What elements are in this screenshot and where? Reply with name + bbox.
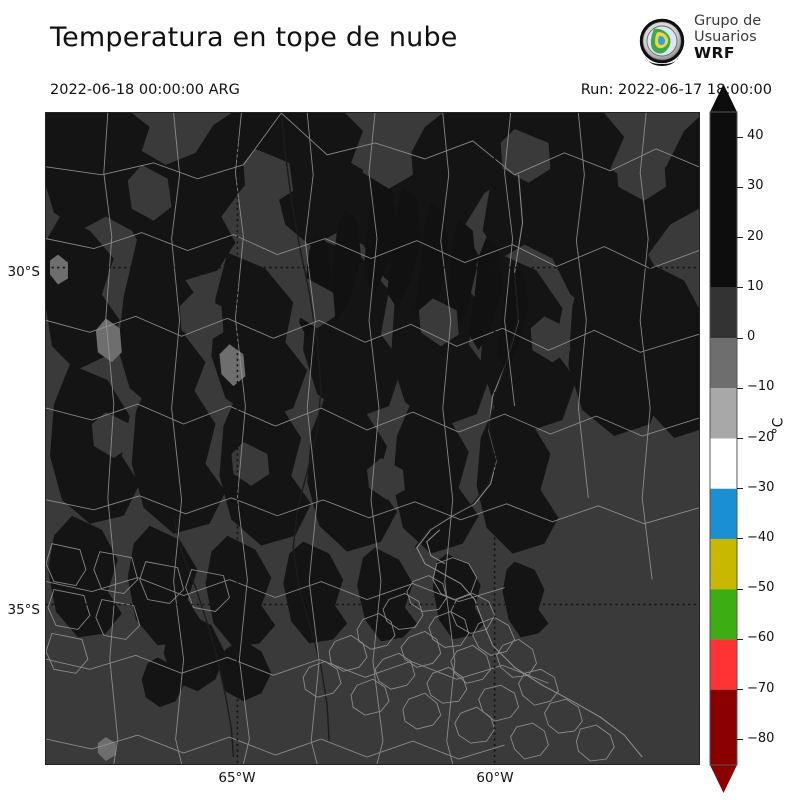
field-band-0-10-gaps xyxy=(91,128,667,500)
colorbar-tickmark-6 xyxy=(737,438,743,439)
lat-tick-label-30s: 30°S xyxy=(7,264,41,280)
colorbar-tickmark-10 xyxy=(737,638,743,640)
colorbar-tick-label-10: −60 xyxy=(747,630,775,646)
colorbar-tickmark-3 xyxy=(737,287,743,289)
brand-line-2: Usuarios xyxy=(694,28,757,45)
colorbar-tick-label-5: −10 xyxy=(747,379,775,395)
colorbar-band-7 xyxy=(710,589,737,640)
brand-line-1: Grupo de xyxy=(694,13,762,29)
colorbar-band-3 xyxy=(710,388,737,439)
field-band-m10-0 xyxy=(49,254,246,762)
colorbar xyxy=(709,84,738,793)
colorbar-tickmark-5 xyxy=(737,387,743,389)
colorbar-tickmark-11 xyxy=(737,689,743,691)
colorbar-band-1 xyxy=(710,287,737,339)
colorbar-tickmark-0 xyxy=(737,136,743,138)
admin-borders-layer xyxy=(46,113,699,764)
colorbar-tick-label-2: 20 xyxy=(747,228,764,244)
colorbar-tick-label-4: 0 xyxy=(747,329,756,345)
colorbar-unit-label: °C xyxy=(770,417,787,435)
colorbar-band-2 xyxy=(710,338,737,389)
lat-tick-label-35s: 35°S xyxy=(7,602,41,618)
model-run-label: Run: 2022-06-17 18:00:00 xyxy=(580,82,772,98)
colorbar-band-6 xyxy=(710,538,737,590)
map-field-svg xyxy=(46,113,699,764)
brand-logo-text: Grupo de Usuarios WRF xyxy=(694,13,762,63)
graticule-layer xyxy=(46,113,699,764)
colorbar-tickmark-7 xyxy=(737,488,743,490)
brand-logo: Grupo de Usuarios WRF xyxy=(636,13,786,72)
colorbar-tick-label-1: 30 xyxy=(747,178,764,194)
colorbar-tick-label-6: −20 xyxy=(747,429,775,445)
colorbar-tickmark-9 xyxy=(737,588,743,590)
colorbar-band-5 xyxy=(710,488,737,539)
colorbar-band-4 xyxy=(710,438,737,489)
page-title: Temperatura en tope de nube xyxy=(50,22,458,53)
colorbar-tickmark-12 xyxy=(737,739,743,741)
colorbar-band-0 xyxy=(710,112,737,288)
colorbar-tick-label-0: 40 xyxy=(747,128,764,144)
colorbar-tickmark-8 xyxy=(737,538,743,540)
colorbar-band-9 xyxy=(710,689,737,765)
colorbar-tickmark-4 xyxy=(737,337,743,339)
colorbar-arrow-top xyxy=(710,84,737,112)
globe-emblem-icon xyxy=(636,16,688,68)
colorbar-swatches xyxy=(709,84,738,793)
colorbar-tick-label-3: 10 xyxy=(747,278,764,294)
map-canvas[interactable] xyxy=(45,112,700,765)
brand-line-3: WRF xyxy=(694,44,735,63)
colorbar-tick-label-9: −50 xyxy=(747,580,775,596)
colorbar-arrow-bottom xyxy=(710,765,737,793)
colorbar-tick-label-11: −70 xyxy=(747,680,775,696)
colorbar-band-8 xyxy=(710,639,737,690)
valid-datetime-label: 2022-06-18 00:00:00 ARG xyxy=(50,82,240,98)
lon-tick-label-60w: 60°W xyxy=(476,770,514,786)
colorbar-tick-label-8: −40 xyxy=(747,529,775,545)
colorbar-tickmark-2 xyxy=(737,237,743,239)
colorbar-tick-label-7: −30 xyxy=(747,479,775,495)
colorbar-tickmark-1 xyxy=(737,186,743,188)
lon-tick-label-65w: 65°W xyxy=(218,770,256,786)
colorbar-tick-label-12: −80 xyxy=(747,730,775,746)
